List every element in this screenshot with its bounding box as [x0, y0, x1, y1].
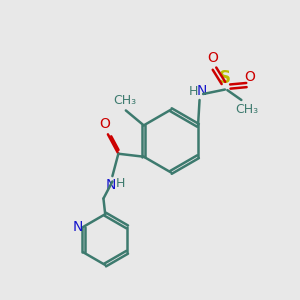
Text: N: N — [73, 220, 83, 234]
Text: O: O — [99, 117, 110, 131]
Text: O: O — [244, 70, 256, 84]
Text: H: H — [116, 177, 125, 190]
Text: O: O — [208, 51, 218, 65]
Text: H: H — [188, 85, 198, 98]
Text: S: S — [219, 69, 231, 87]
Text: CH₃: CH₃ — [113, 94, 136, 107]
Text: CH₃: CH₃ — [235, 103, 258, 116]
Text: N: N — [106, 178, 116, 192]
Text: N: N — [197, 84, 207, 98]
